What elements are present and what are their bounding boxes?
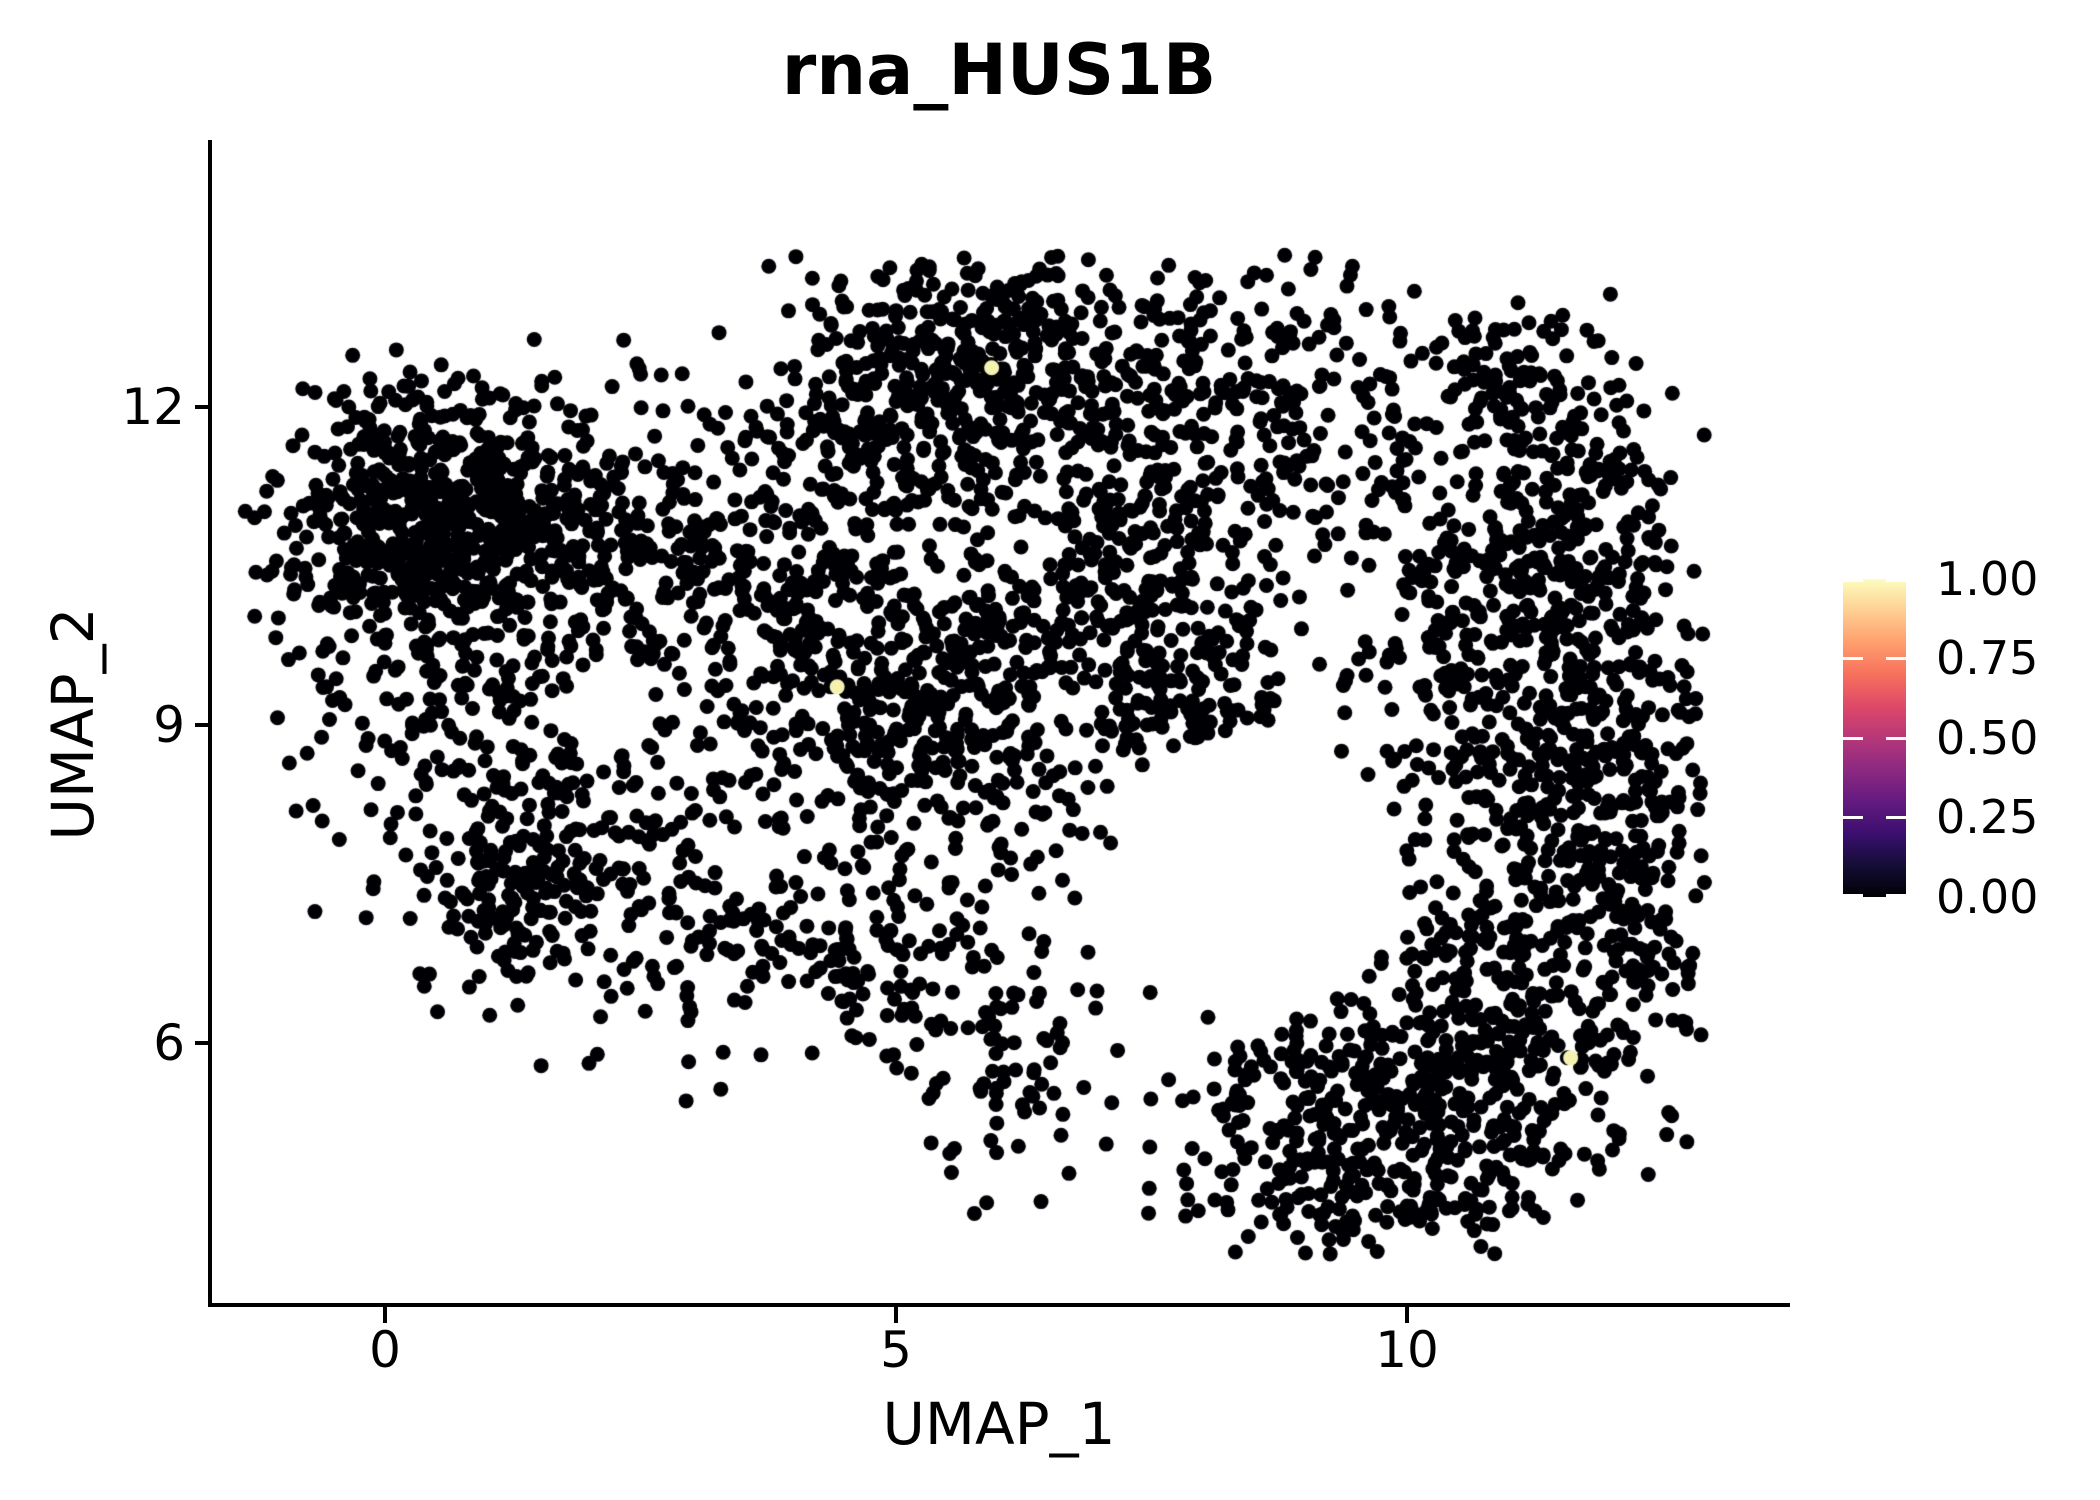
colorbar-tick	[1843, 657, 1863, 660]
colorbar-label-050: 0.50	[1936, 711, 2039, 765]
colorbar-tick	[1886, 816, 1906, 819]
y-tick-label-9: 9	[153, 696, 185, 754]
y-tick-label-12: 12	[121, 378, 185, 436]
y-tick-mark-12	[195, 405, 210, 409]
colorbar-tick	[1843, 816, 1863, 819]
plot-title: rna_HUS1B	[781, 29, 1217, 111]
colorbar-tick	[1886, 736, 1906, 740]
y-axis-line	[208, 140, 212, 1307]
y-tick-mark-9	[195, 723, 210, 727]
y-tick-mark-6	[195, 1041, 210, 1045]
x-axis-line	[208, 1303, 1790, 1307]
colorbar-tick	[1843, 894, 1863, 897]
x-tick-label-10: 10	[1375, 1321, 1439, 1379]
colorbar-tick	[1843, 736, 1863, 740]
colorbar-label-025: 0.25	[1936, 790, 2039, 844]
x-tick-mark-5	[894, 1307, 898, 1323]
colorbar-label-000: 0.00	[1936, 870, 2039, 924]
colorbar-tick	[1886, 894, 1906, 897]
colorbar-label-075: 0.75	[1936, 631, 2039, 685]
y-axis-title: UMAP_2	[39, 607, 107, 841]
x-tick-label-0: 0	[369, 1321, 401, 1379]
colorbar-gradient	[1843, 579, 1906, 897]
colorbar-tick	[1886, 657, 1906, 660]
x-tick-mark-0	[383, 1307, 387, 1323]
x-tick-label-5: 5	[880, 1321, 912, 1379]
y-tick-label-6: 6	[153, 1014, 185, 1072]
colorbar-tick	[1886, 579, 1906, 582]
colorbar-tick	[1843, 579, 1863, 582]
x-tick-mark-10	[1405, 1307, 1409, 1323]
colorbar-label-100: 1.00	[1936, 552, 2039, 606]
x-axis-title: UMAP_1	[882, 1390, 1116, 1458]
